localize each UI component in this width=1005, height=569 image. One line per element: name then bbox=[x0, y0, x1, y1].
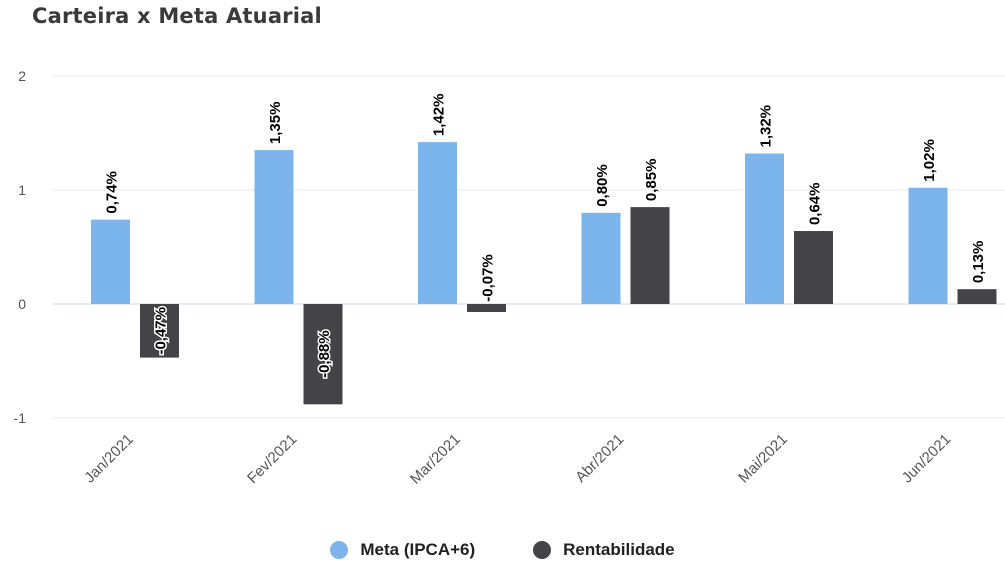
legend: Meta (IPCA+6) Rentabilidade bbox=[0, 540, 1005, 560]
legend-label-rentabilidade: Rentabilidade bbox=[563, 540, 675, 559]
bar-meta bbox=[581, 212, 621, 304]
bar-meta bbox=[91, 219, 130, 304]
x-tick-label: Mai/2021 bbox=[735, 431, 791, 487]
y-tick-label: -1 bbox=[14, 410, 27, 426]
x-tick-label: Mar/2021 bbox=[407, 431, 464, 488]
y-tick-label: 1 bbox=[18, 182, 26, 198]
data-label: -0,47% bbox=[153, 307, 170, 355]
legend-item-meta[interactable]: Meta (IPCA+6) bbox=[330, 540, 475, 560]
data-label: 0,85% bbox=[643, 159, 660, 202]
legend-marker-rentabilidade bbox=[533, 541, 552, 559]
x-tick-label: Fev/2021 bbox=[244, 431, 300, 487]
data-label: 1,02% bbox=[921, 139, 938, 182]
bar-meta bbox=[745, 153, 784, 304]
bar-rentabilidade bbox=[630, 207, 670, 304]
x-tick-label: Jan/2021 bbox=[81, 431, 137, 487]
bar-meta bbox=[418, 142, 457, 304]
bar-rentabilidade bbox=[794, 231, 833, 304]
data-label: -0,07% bbox=[480, 254, 497, 302]
x-tick-label: Abr/2021 bbox=[572, 431, 627, 486]
data-label: 1,35% bbox=[267, 102, 284, 145]
bar-rentabilidade bbox=[303, 304, 343, 405]
data-label: 0,64% bbox=[807, 182, 824, 225]
bar-rentabilidade bbox=[140, 304, 179, 358]
legend-marker-meta bbox=[330, 541, 349, 559]
bar-rentabilidade bbox=[467, 304, 506, 312]
data-label: 1,42% bbox=[431, 94, 448, 137]
y-tick-label: 2 bbox=[18, 68, 26, 84]
legend-item-rentabilidade[interactable]: Rentabilidade bbox=[533, 540, 675, 560]
legend-label-meta: Meta (IPCA+6) bbox=[360, 540, 476, 559]
data-label: 0,13% bbox=[970, 241, 987, 284]
chart-title: Carteira x Meta Atuarial bbox=[32, 4, 322, 28]
data-label: 0,74% bbox=[104, 171, 121, 214]
data-label: -0,88% bbox=[316, 330, 333, 378]
data-label: 0,80% bbox=[594, 164, 611, 207]
y-tick-label: 0 bbox=[18, 296, 26, 312]
bar-meta bbox=[908, 187, 948, 304]
x-tick-label: Jun/2021 bbox=[899, 431, 955, 487]
data-label: 1,32% bbox=[758, 105, 775, 148]
bar-rentabilidade bbox=[957, 289, 997, 304]
bar-meta bbox=[254, 150, 294, 304]
